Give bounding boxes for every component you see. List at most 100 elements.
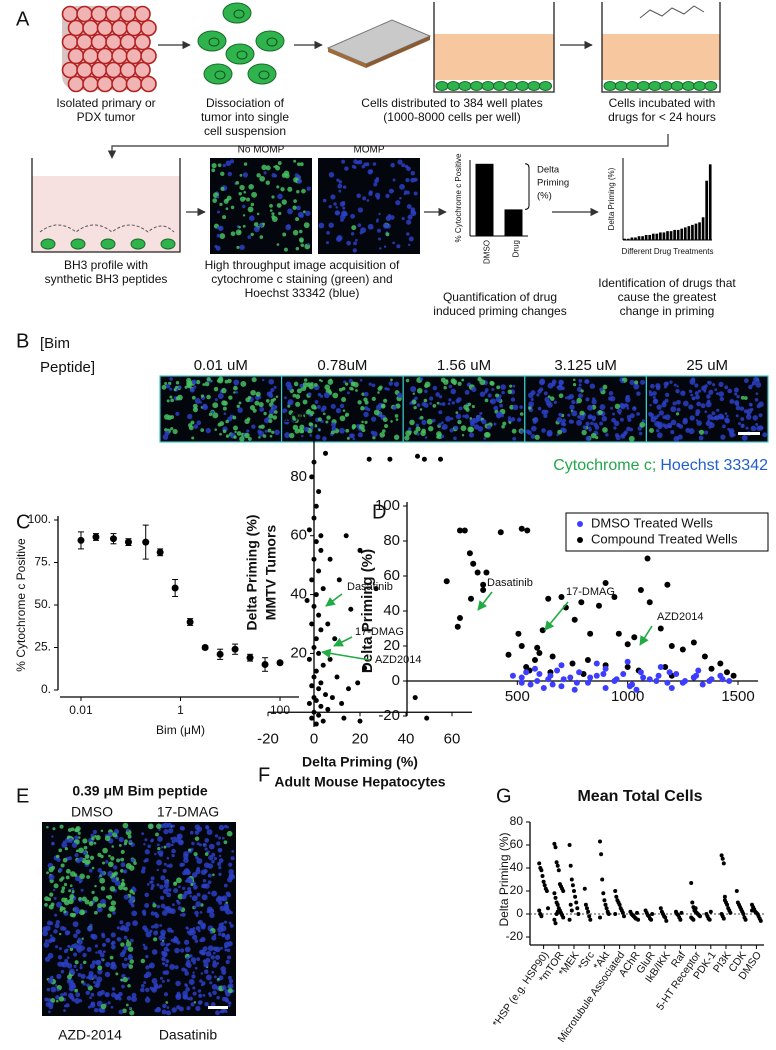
cell-stain (382, 417, 388, 422)
cell-stain (150, 876, 155, 881)
cell-stain (111, 877, 117, 883)
cell-stain (170, 427, 174, 431)
cell-stain (267, 428, 272, 433)
cell-stain (634, 380, 639, 385)
cell-stain (376, 218, 379, 221)
cell-stain (443, 386, 447, 390)
cell-stain (294, 418, 299, 423)
cell-stain (371, 396, 376, 402)
data-point (622, 914, 626, 919)
cell-stain (335, 206, 338, 209)
cell-stain (173, 881, 178, 886)
cell-stain (83, 845, 88, 850)
cell-stain (698, 435, 704, 441)
cell-stain (175, 980, 181, 987)
cell-stain (60, 969, 65, 974)
data-point (306, 656, 312, 662)
data-point (573, 679, 580, 686)
cell-stain (191, 841, 195, 846)
cell-stain (227, 893, 232, 898)
cell-stain (219, 1010, 223, 1014)
bar (701, 217, 705, 240)
cell-stain (110, 900, 117, 906)
cell-stain (73, 873, 78, 877)
cell-stain (328, 171, 335, 178)
cell-stain (385, 215, 392, 222)
caption: BH3 profile with (64, 258, 148, 272)
cell-stain (172, 429, 178, 435)
cell-stain (271, 430, 275, 434)
cell-stain (102, 847, 108, 854)
cell-stain (737, 422, 741, 426)
cell-stain (211, 859, 215, 864)
cell-stain (436, 401, 440, 405)
data-point (311, 709, 317, 715)
cell-stain (717, 415, 721, 419)
data-point (311, 556, 317, 562)
cell-stain (676, 436, 679, 440)
cell-stain (120, 924, 127, 931)
cell-stain (283, 419, 290, 425)
cell-stain (212, 962, 218, 968)
data-point (327, 656, 333, 662)
cell-stain (118, 1009, 124, 1015)
cell-stain (268, 409, 275, 415)
data-point (691, 917, 696, 922)
data-point (655, 672, 662, 679)
tumor-cell (140, 75, 157, 93)
cell-stain (445, 415, 451, 422)
data-point (539, 914, 544, 919)
cell-stain (120, 881, 125, 886)
cell-stain (54, 913, 58, 917)
data-point (644, 555, 651, 562)
data-point (573, 894, 578, 899)
cell-stain (588, 426, 592, 430)
cell-stain (704, 410, 708, 414)
cell-stain (419, 408, 423, 411)
cell-stain (222, 215, 227, 220)
cell-stain (104, 971, 111, 978)
cell-stain (111, 964, 117, 970)
cell-stain (85, 990, 90, 996)
cell-stain (271, 404, 277, 411)
cell-stain (89, 996, 92, 1000)
cell-stain (322, 412, 326, 416)
cell-stain (220, 171, 225, 176)
data-point (649, 917, 654, 922)
cell-stain (399, 183, 405, 190)
cell-stain (153, 982, 159, 988)
cell-stain (214, 244, 218, 249)
data-point (553, 845, 558, 850)
cell-stain (484, 390, 488, 394)
cell-stain (128, 1006, 132, 1010)
data-point (664, 581, 671, 588)
y-axis-title: % Cytochrome c Positive (454, 153, 463, 242)
data-point (311, 603, 317, 609)
cell-stain (421, 428, 426, 434)
cell-stain (90, 992, 95, 997)
cell-stain (219, 905, 226, 912)
cell-stain (58, 947, 62, 951)
panel-letter: A (16, 8, 30, 30)
cell-stain (351, 425, 356, 430)
cell-stain (233, 385, 238, 391)
concentration-label: 1.56 uM (437, 357, 491, 374)
cell-stain (105, 961, 111, 968)
cell-stain (330, 403, 336, 409)
bar (655, 233, 659, 240)
bar (666, 231, 669, 240)
cell-stain (177, 906, 183, 911)
cell-stain (200, 922, 207, 929)
data-point (664, 918, 669, 923)
cell-stain (222, 163, 226, 168)
data-point (309, 577, 315, 583)
data-point (603, 902, 608, 907)
data-point (334, 674, 340, 680)
cell-stain (218, 866, 222, 870)
data-point (186, 618, 194, 626)
cell-stain (211, 970, 215, 974)
cell-stain (720, 434, 726, 440)
cell-stain (185, 987, 190, 992)
cell-stain (755, 422, 759, 426)
